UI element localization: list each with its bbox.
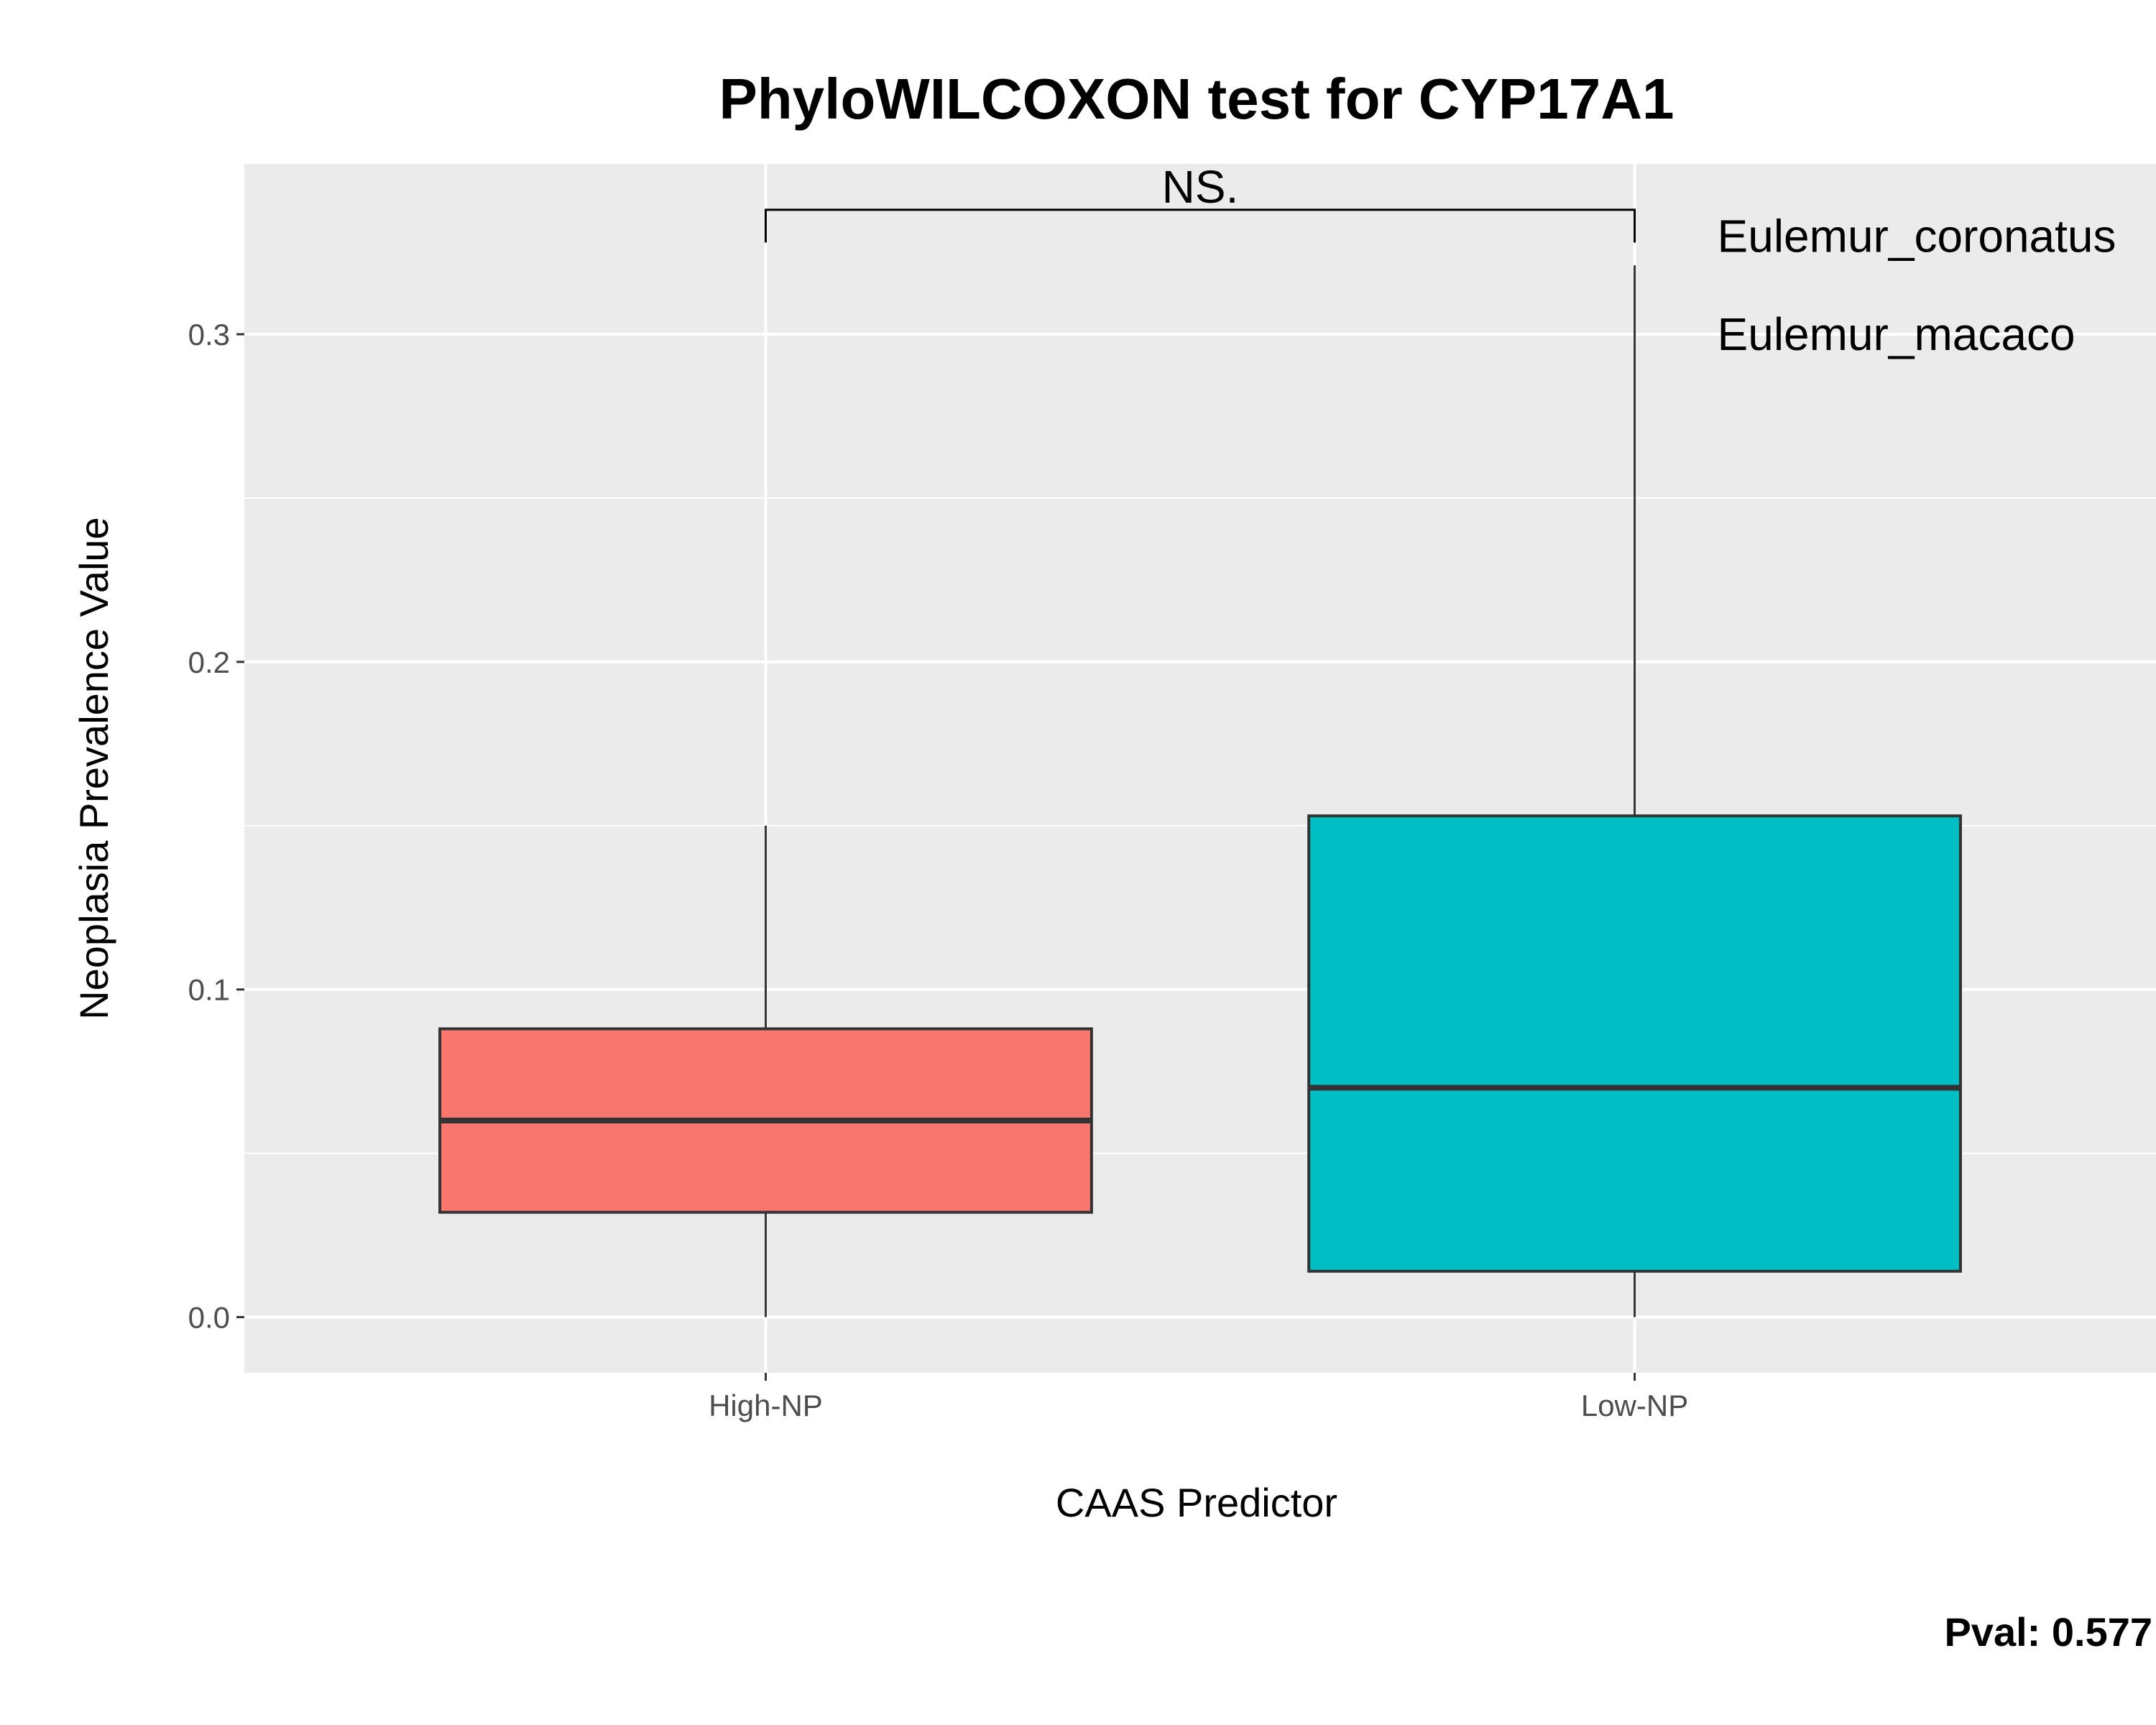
pval-label: Pval: 0.577: [1944, 1609, 2152, 1655]
y-tick-label: 0.0: [188, 1301, 230, 1335]
box-body: [1307, 814, 1962, 1273]
box-low-np: [1307, 265, 1962, 1317]
point-label: Eulemur_macaco: [1718, 308, 2076, 360]
box-high-np: [438, 825, 1093, 1317]
significance-bracket: [764, 208, 1636, 243]
y-axis-title: Neoplasia Prevalence Value: [71, 517, 116, 1019]
x-axis-ticks: High-NP Low-NP: [709, 1373, 1688, 1422]
y-tick-label: 0.1: [188, 973, 230, 1007]
point-labels: Eulemur_coronatus Eulemur_macaco: [1718, 210, 2116, 360]
point-label: Eulemur_coronatus: [1718, 210, 2116, 262]
y-tick-label: 0.3: [188, 318, 230, 351]
x-axis-title: CAAS Predictor: [1056, 1480, 1337, 1525]
chart-title: PhyloWILCOXON test for CYP17A1: [719, 67, 1674, 131]
x-tick-label: Low-NP: [1581, 1389, 1688, 1422]
y-tick-label: 0.2: [188, 645, 230, 679]
significance-label: NS.: [1162, 161, 1239, 213]
y-axis-ticks: 0.0 0.1 0.2 0.3: [188, 318, 244, 1335]
boxplots: [438, 265, 1962, 1317]
x-tick-label: High-NP: [709, 1389, 823, 1422]
bracket-line: [764, 208, 1636, 243]
